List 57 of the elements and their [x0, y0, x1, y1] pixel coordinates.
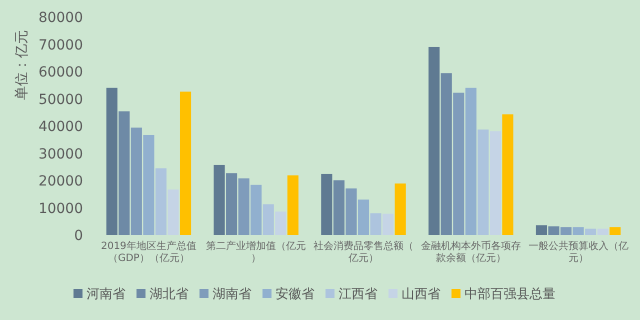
legend-label: 山西省 — [402, 287, 440, 302]
bar — [560, 227, 572, 235]
bar — [382, 214, 394, 235]
y-tick-label: 80000 — [38, 10, 83, 26]
bar — [358, 200, 370, 235]
bar — [275, 212, 286, 235]
legend-label: 江西省 — [338, 287, 378, 302]
bar — [262, 204, 274, 235]
bar — [106, 88, 118, 235]
y-tick-label: 30000 — [38, 146, 83, 162]
y-tick-label: 0 — [74, 228, 83, 244]
bar — [610, 227, 621, 235]
legend-label: 中部百强县总量 — [464, 287, 556, 302]
bar — [453, 92, 464, 235]
bar — [238, 178, 250, 235]
bar — [287, 175, 298, 235]
legend-label: 湖北省 — [150, 287, 188, 302]
y-tick-label: 40000 — [38, 119, 83, 135]
bar — [118, 111, 130, 235]
y-axis-title: 单位：亿元 — [14, 30, 30, 100]
bar — [478, 130, 489, 235]
y-tick-label: 20000 — [38, 174, 83, 190]
bar — [143, 134, 154, 235]
x-tick-label: 2019年地区生产总值（GDP）（亿元） — [100, 240, 196, 264]
bar — [394, 183, 406, 235]
x-tick-label: 金融机构本外币各项存款余额（亿元） — [420, 240, 521, 264]
y-tick-label: 10000 — [38, 200, 83, 217]
bar — [250, 184, 262, 235]
bar — [536, 225, 548, 235]
bar — [130, 128, 142, 235]
bar — [321, 174, 332, 235]
bar — [333, 180, 344, 235]
bar — [548, 226, 560, 235]
bar — [585, 228, 596, 235]
y-tick-label: 70000 — [38, 37, 83, 54]
bar — [168, 189, 179, 235]
legend-label: 河南省 — [86, 287, 126, 302]
bar — [440, 73, 452, 235]
bar — [226, 173, 238, 235]
bar — [214, 164, 225, 235]
bar — [346, 188, 357, 235]
legend-label: 安徽省 — [276, 286, 314, 302]
x-tick-label: 第二产业增加值（亿元） — [206, 240, 306, 264]
bar — [572, 227, 584, 235]
bar — [465, 88, 476, 235]
bar — [597, 228, 608, 235]
bar — [428, 46, 440, 235]
y-tick-label: 60000 — [38, 64, 83, 80]
bar — [502, 114, 514, 235]
x-tick-label: 社会消费品零售总额（亿元） — [314, 240, 414, 264]
bar — [180, 92, 192, 235]
x-tick-label: 一般公共预算收入（亿元） — [528, 240, 628, 264]
y-tick-label: 50000 — [38, 92, 83, 108]
bar — [370, 213, 382, 235]
bar — [490, 131, 501, 235]
legend-label: 湖南省 — [212, 287, 252, 302]
bar — [155, 168, 167, 235]
